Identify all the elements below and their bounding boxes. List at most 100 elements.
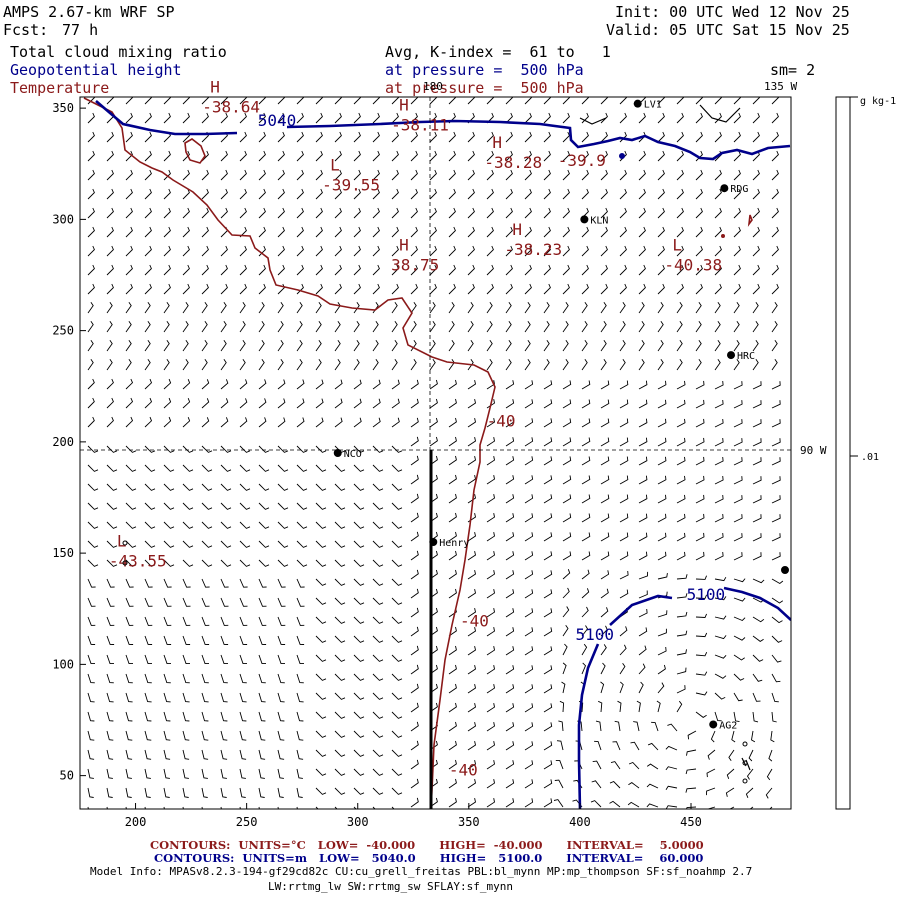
extremum-symbol: L [330, 155, 340, 174]
wind-barb [296, 340, 303, 352]
wind-barb [600, 131, 608, 143]
wind-barb [543, 169, 551, 181]
wind-barb [87, 378, 95, 390]
wind-barb [182, 616, 191, 626]
wind-barb [562, 226, 570, 238]
y-tick-label: 350 [52, 101, 74, 115]
wind-barb [239, 188, 247, 200]
wind-barb [752, 400, 762, 409]
wind-barb [581, 150, 589, 162]
wind-barb [391, 711, 403, 719]
wind-barb [296, 464, 308, 472]
wind-barb [733, 226, 741, 238]
wind-barb [125, 464, 137, 472]
wind-barb [106, 150, 114, 162]
wind-barb [144, 787, 151, 798]
wind-barb [467, 683, 477, 694]
wind-barb [505, 321, 512, 333]
wind-barb [752, 245, 760, 257]
wind-barb [505, 608, 515, 618]
wind-barb [163, 378, 172, 390]
wind-barb [429, 245, 437, 257]
wind-barb [125, 692, 133, 703]
wind-barb [410, 645, 419, 656]
wind-barb [220, 806, 222, 809]
wind-barb [771, 514, 781, 523]
wind-barb [182, 359, 189, 371]
wind-barb [410, 569, 419, 580]
x-tick-label: 250 [236, 815, 258, 829]
wind-barb [486, 456, 496, 466]
wind-barb [201, 730, 209, 741]
wind-barb [144, 359, 151, 371]
wind-barb [771, 597, 784, 604]
wind-barb [524, 589, 534, 599]
wind-barb [600, 207, 608, 219]
wind-barb [505, 150, 513, 162]
wind-barb [220, 578, 229, 588]
wind-barb [372, 188, 380, 200]
wind-barb [258, 445, 270, 453]
wind-barb [296, 768, 303, 779]
wind-barb [106, 283, 114, 295]
wind-barb [201, 540, 213, 548]
wind-barb [353, 112, 361, 124]
wind-barb [676, 150, 684, 162]
wind-barb [752, 419, 762, 428]
wind-barb [543, 760, 553, 770]
wind-barb [448, 97, 456, 105]
wind-barb [657, 494, 667, 504]
wind-barb [334, 359, 341, 371]
wind-barb [553, 799, 564, 808]
station-label: RDG [730, 184, 748, 195]
wind-barb [201, 340, 208, 352]
wind-barb [676, 169, 684, 181]
wind-barb [239, 264, 247, 276]
wind-barb [562, 456, 572, 466]
wind-barb [353, 749, 365, 757]
contour-label: -40 [449, 761, 478, 780]
wind-barb [505, 760, 515, 770]
wind-barb [144, 416, 153, 428]
wind-barb [676, 418, 686, 428]
wind-barb [619, 662, 626, 675]
wind-barb [106, 226, 114, 238]
wind-barb [391, 417, 400, 428]
wind-barb [220, 97, 228, 105]
wind-barb [353, 283, 361, 295]
wind-barb [296, 730, 304, 741]
wind-barb [562, 359, 569, 371]
wind-barb [125, 207, 133, 219]
wind-barb [429, 417, 438, 428]
wind-barb [581, 97, 589, 105]
wind-barb [315, 131, 323, 143]
wind-barb [106, 806, 108, 809]
temperature-contour-west [83, 97, 496, 809]
wind-barb [239, 483, 251, 491]
wind-barb [714, 207, 722, 219]
wind-barb [144, 283, 152, 295]
station-marker [633, 99, 642, 108]
wind-barb [125, 131, 133, 143]
wind-barb [296, 616, 305, 626]
wind-barb [315, 749, 327, 757]
wind-barb [710, 730, 716, 743]
wind-barb [752, 112, 760, 124]
wind-barb [182, 521, 194, 529]
wind-barb [676, 667, 687, 675]
wind-barb [592, 760, 602, 770]
wind-barb [733, 457, 743, 466]
wind-barb [676, 630, 688, 637]
wind-barb [334, 340, 341, 352]
wind-barb [771, 419, 781, 428]
wind-barb [296, 169, 304, 181]
wind-barb [619, 380, 629, 390]
wind-barb [714, 380, 724, 390]
wind-barb [486, 437, 496, 447]
wind-barb [277, 445, 289, 453]
wind-barb [562, 643, 568, 656]
wind-barb [486, 665, 496, 675]
wind-barb [410, 759, 419, 770]
wind-barb [686, 749, 697, 756]
wind-barb [372, 616, 384, 624]
